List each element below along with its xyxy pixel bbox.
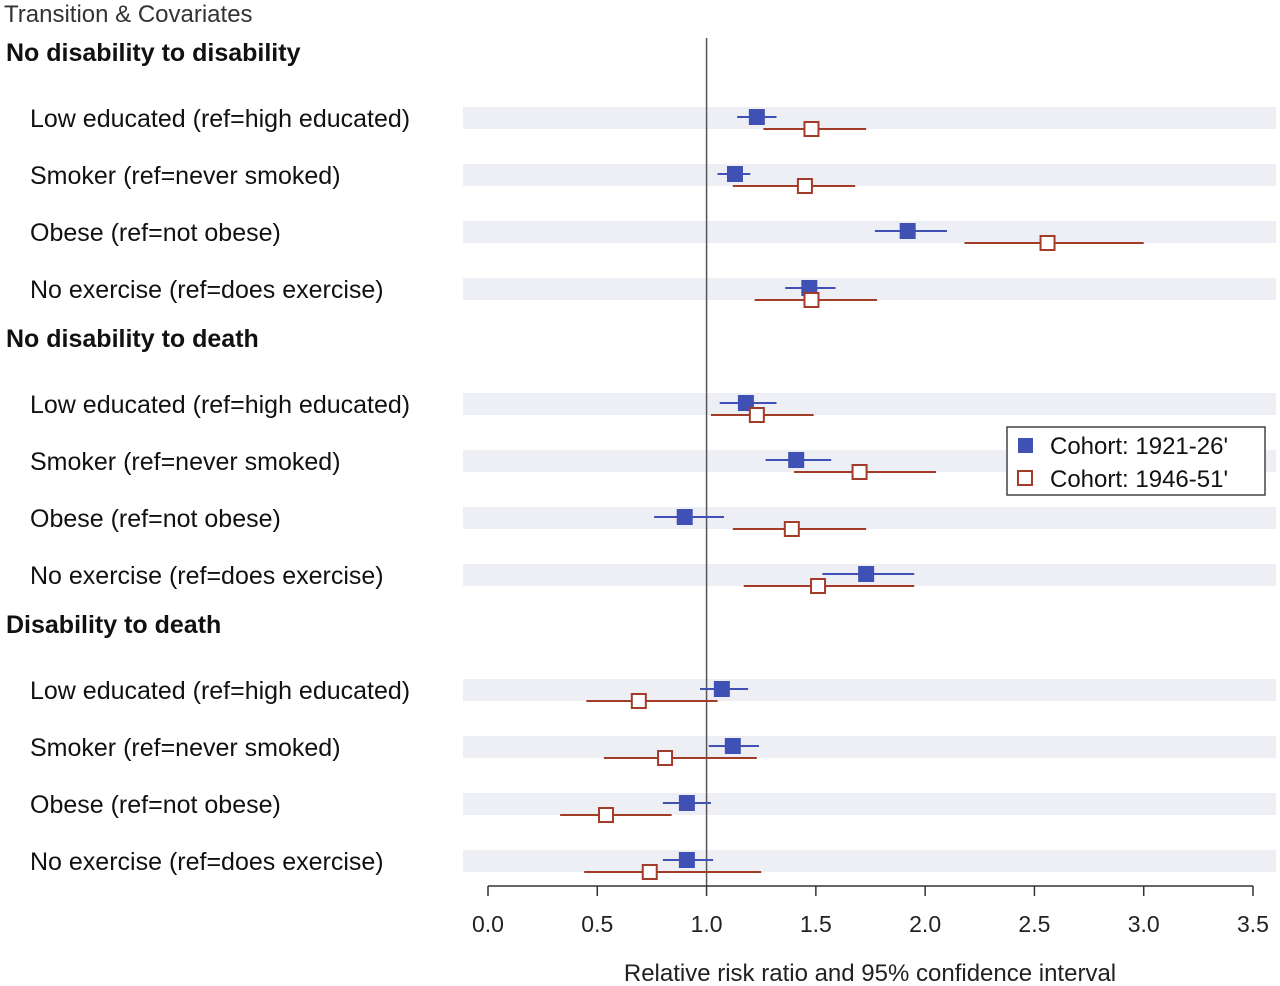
row-label: Low educated (ref=high educated) [30,391,410,419]
row-label: Smoker (ref=never smoked) [30,734,341,762]
column-header: Transition & Covariates [4,1,253,28]
estimate-marker-cohort-1946 [657,750,674,766]
x-tick-label: 1.0 [691,911,723,937]
legend-marker-cohort-1921 [1018,438,1033,453]
row-bands [463,107,1276,872]
estimate-marker-cohort-1946 [796,178,813,194]
estimate-marker-cohort-1946 [1039,235,1056,251]
row-band [463,507,1276,529]
row-label: No exercise (ref=does exercise) [30,276,384,304]
row-band [463,793,1276,815]
x-tick-label: 3.0 [1128,911,1160,937]
x-tick-label: 2.5 [1018,911,1050,937]
row-label: Obese (ref=not obese) [30,791,281,819]
group-title: No disability to disability [6,39,301,67]
row-band [463,278,1276,300]
group-title: No disability to death [6,325,259,353]
estimate-marker-cohort-1946 [748,407,765,423]
x-tick-label: 0.0 [472,911,504,937]
estimate-marker-cohort-1946 [641,864,658,880]
row-band [463,221,1276,243]
estimate-marker-cohort-1946 [630,693,647,709]
x-tick-label: 2.0 [909,911,941,937]
x-tick-label: 1.5 [800,911,832,937]
row-band [463,736,1276,758]
estimate-marker-cohort-1921 [748,109,765,125]
row-label: Obese (ref=not obese) [30,219,281,247]
estimate-marker-cohort-1921 [726,166,743,182]
row-label: No exercise (ref=does exercise) [30,848,384,876]
estimate-marker-cohort-1921 [678,795,695,811]
row-band [463,107,1276,129]
x-axis-label: Relative risk ratio and 95% confidence i… [624,960,1116,986]
row-label: Low educated (ref=high educated) [30,105,410,133]
estimate-marker-cohort-1921 [899,223,916,239]
estimate-marker-cohort-1921 [678,852,695,868]
row-band [463,164,1276,186]
estimate-marker-cohort-1921 [713,681,730,697]
estimate-marker-cohort-1946 [851,464,868,480]
x-tick-label: 3.5 [1237,911,1269,937]
row-band [463,393,1276,415]
estimate-marker-cohort-1946 [598,807,615,823]
row-labels: Transition & Covariates No disability to… [4,1,410,876]
x-axis: Relative risk ratio and 95% confidence i… [472,885,1269,986]
legend-label-cohort-1946: Cohort: 1946-51' [1050,466,1228,493]
legend: Cohort: 1921-26' Cohort: 1946-51' [1006,426,1266,496]
estimate-marker-cohort-1921 [724,738,741,754]
legend-label-cohort-1921: Cohort: 1921-26' [1050,433,1228,460]
row-band [463,850,1276,872]
group-title: Disability to death [6,611,221,639]
row-label: No exercise (ref=does exercise) [30,562,384,590]
legend-box [1006,426,1266,496]
estimate-marks [560,109,1144,880]
estimate-marker-cohort-1946 [810,578,827,594]
x-tick-label: 0.5 [581,911,613,937]
estimate-marker-cohort-1921 [858,566,875,582]
estimate-marker-cohort-1921 [788,452,805,468]
legend-marker-cohort-1946 [1017,470,1033,486]
estimate-marker-cohort-1921 [676,509,693,525]
estimate-marker-cohort-1946 [803,121,820,137]
row-label: Obese (ref=not obese) [30,505,281,533]
row-label: Smoker (ref=never smoked) [30,448,341,476]
row-label: Low educated (ref=high educated) [30,677,410,705]
estimate-marker-cohort-1946 [783,521,800,537]
row-label: Smoker (ref=never smoked) [30,162,341,190]
estimate-marker-cohort-1946 [803,292,820,308]
row-band [463,679,1276,701]
